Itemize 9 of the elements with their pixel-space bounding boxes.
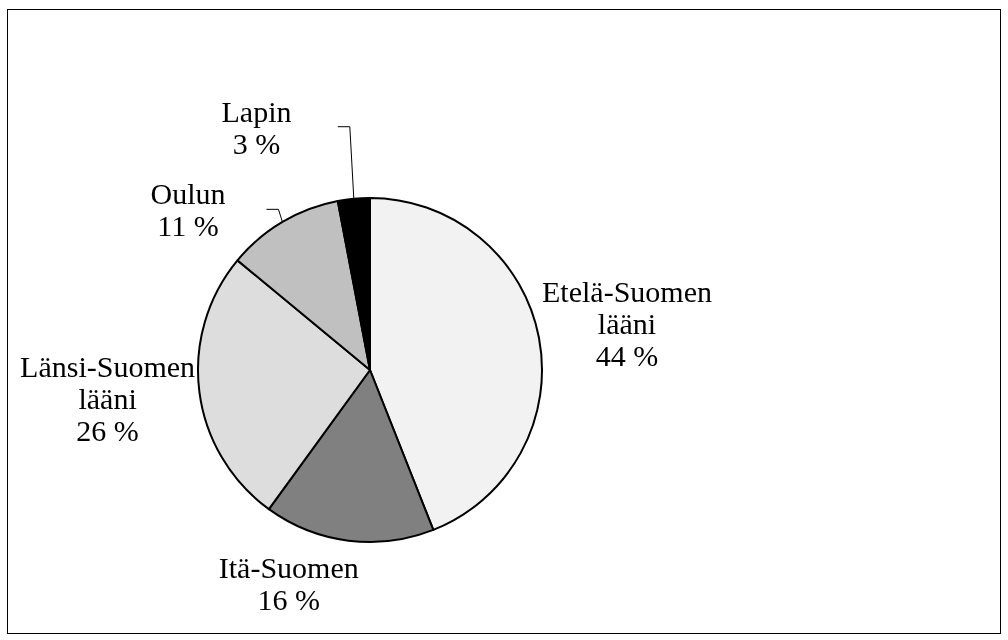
slice-label: Länsi-Suomen lääni xyxy=(20,350,196,416)
data-label: 16 % xyxy=(257,583,320,617)
slice-label: Etelä-Suomen lääni xyxy=(542,275,712,341)
slice-label: Itä-Suomen xyxy=(218,551,359,585)
data-label: 44 % xyxy=(595,339,659,373)
slice-label: Oulun xyxy=(150,177,226,211)
slice-label: Lapin xyxy=(221,94,292,128)
data-label: 26 % xyxy=(76,414,139,448)
data-label: 11 % xyxy=(157,209,219,243)
